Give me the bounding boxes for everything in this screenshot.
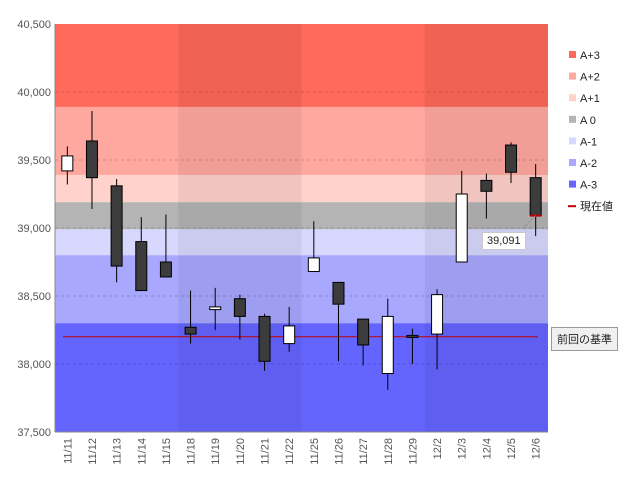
x-tick-label: 11/20 [235, 438, 247, 465]
legend-swatch [569, 180, 576, 188]
candle-body [85, 140, 98, 179]
x-tick-label: 11/15 [161, 438, 173, 465]
y-tick-label: 39,500 [17, 155, 51, 167]
candle-body [480, 179, 493, 192]
y-tick-label: 37,500 [17, 427, 51, 439]
legend-swatch [569, 137, 576, 145]
x-tick-label: 11/13 [112, 438, 124, 465]
legend-label: A+2 [580, 72, 600, 84]
x-tick-label: 11/28 [383, 438, 395, 465]
x-tick-label: 12/2 [432, 438, 444, 459]
band-a3 [55, 323, 548, 432]
x-tick-label: 11/21 [260, 438, 272, 465]
week-shading-1 [178, 24, 302, 432]
x-tick-label: 11/25 [309, 438, 321, 465]
x-tick-label: 11/27 [358, 438, 370, 465]
candle-body [332, 281, 345, 305]
x-tick-label: 11/22 [284, 438, 296, 465]
candle-body [209, 306, 222, 311]
candle-body [159, 261, 172, 278]
candle-body [233, 298, 246, 317]
y-tick-label: 38,000 [17, 359, 51, 371]
candle-body [110, 185, 123, 267]
x-tick-label: 11/29 [407, 438, 419, 465]
y-tick-label: 40,500 [17, 19, 51, 31]
y-tick-label: 40,000 [17, 87, 51, 99]
legend-label: A 0 [580, 115, 596, 127]
y-tick-label: 38,500 [17, 291, 51, 303]
x-tick-label: 11/18 [186, 438, 198, 465]
candle-body [357, 318, 370, 346]
x-tick-label: 12/3 [457, 438, 469, 459]
previous-baseline-label: 前回の基準 [551, 327, 618, 351]
band-a3 [55, 24, 548, 107]
legend-label: A+1 [580, 93, 600, 105]
candle-body [381, 315, 394, 375]
legend-label: A-2 [580, 158, 597, 170]
candle-body [184, 326, 197, 335]
x-tick-label: 11/19 [210, 438, 222, 465]
legend-label: A-3 [580, 180, 597, 192]
x-tick-label: 11/12 [87, 438, 99, 465]
last-price-leader [523, 215, 537, 228]
y-tick-label: 39,000 [17, 223, 51, 235]
legend-swatch [569, 115, 576, 123]
x-tick-label: 12/6 [531, 438, 543, 459]
legend-label: A+3 [580, 50, 600, 62]
candle-body [529, 177, 542, 217]
band-a2 [55, 106, 548, 175]
x-tick-label: 12/5 [506, 438, 518, 459]
candle-body [61, 155, 74, 172]
candle-body [258, 315, 271, 362]
candle-body [283, 325, 296, 345]
last-price-label: 39,091 [482, 232, 526, 250]
x-tick-label: 11/14 [136, 438, 148, 465]
x-tick-label: 11/26 [333, 438, 345, 465]
x-tick-label: 11/11 [62, 438, 74, 464]
week-shading-3 [424, 24, 548, 432]
legend-label: 現在値 [580, 200, 613, 213]
candle-body [406, 334, 419, 338]
legend-swatch [569, 159, 576, 166]
legend-swatch [569, 72, 576, 80]
legend-label: A-1 [580, 136, 597, 148]
candle-body [505, 144, 518, 173]
legend-swatch [569, 51, 576, 58]
candle-body [135, 241, 148, 292]
legend-swatch [569, 94, 576, 102]
candle-body [455, 193, 468, 263]
candle-body [307, 257, 320, 273]
candle-body [431, 294, 444, 335]
x-tick-label: 12/4 [481, 438, 493, 459]
